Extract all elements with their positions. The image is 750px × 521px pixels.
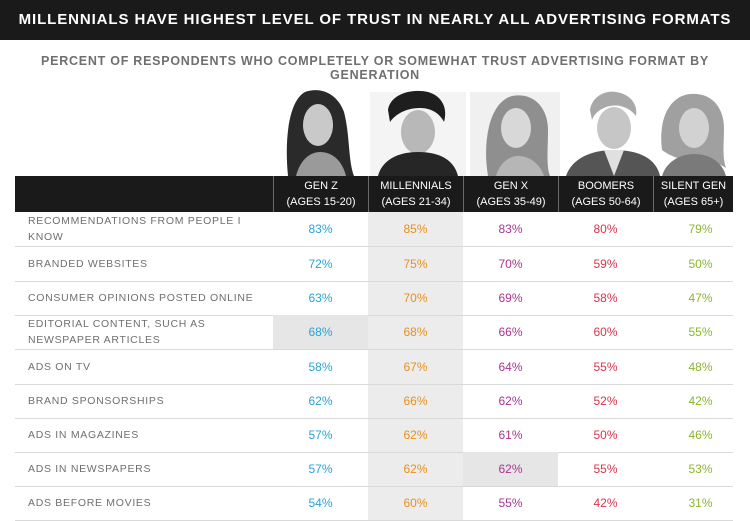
silent-gen-portrait xyxy=(661,93,726,176)
value-cell-gen-x: 69% xyxy=(498,291,523,305)
value-cell-boomers: 58% xyxy=(593,291,618,305)
column-age-range: (AGES 50-64) xyxy=(571,196,641,208)
value-cell-gen-z: 72% xyxy=(308,257,333,271)
gen-z-portrait xyxy=(286,90,354,176)
row-label: BRANDED WEBSITES xyxy=(28,258,148,270)
column-age-range: (AGES 15-20) xyxy=(286,196,356,208)
value-cell-gen-z: 63% xyxy=(308,291,333,305)
row-label: ADS IN NEWSPAPERS xyxy=(28,463,152,475)
table-row xyxy=(15,418,733,453)
value-cell-boomers: 42% xyxy=(593,496,618,510)
row-label: ADS BEFORE MOVIES xyxy=(28,497,152,509)
value-cell-silent-gen: 47% xyxy=(688,291,713,305)
gen-x-portrait xyxy=(470,92,560,176)
value-cell-silent-gen: 46% xyxy=(688,428,713,442)
value-cell-millennials: 62% xyxy=(403,462,428,476)
column-age-range: (AGES 65+) xyxy=(663,196,724,208)
table-header xyxy=(15,176,733,212)
value-cell-gen-x: 62% xyxy=(498,462,523,476)
column-name: GEN X xyxy=(493,180,529,192)
value-cell-boomers: 55% xyxy=(593,360,618,374)
value-cell-gen-z: 58% xyxy=(308,360,333,374)
row-label: EDITORIAL CONTENT, SUCH AS NEWSPAPER ART… xyxy=(28,318,206,346)
row-label: ADS IN MAGAZINES xyxy=(28,429,139,441)
value-cell-boomers: 60% xyxy=(593,325,618,339)
column-name: GEN Z xyxy=(304,180,338,192)
value-cell-silent-gen: 31% xyxy=(688,496,713,510)
value-cell-gen-z: 57% xyxy=(308,462,333,476)
row-label: CONSUMER OPINIONS POSTED ONLINE xyxy=(28,292,254,304)
value-cell-millennials: 66% xyxy=(403,394,428,408)
value-cell-gen-x: 70% xyxy=(498,257,523,271)
value-cell-millennials: 62% xyxy=(403,428,428,442)
row-label: RECOMMENDATIONS FROM PEOPLE I KNOW xyxy=(28,215,242,243)
millennials-column-band xyxy=(368,212,463,520)
table-row xyxy=(15,212,733,247)
value-cell-millennials: 67% xyxy=(403,360,428,374)
column-header-silent-gen: SILENT GEN (AGES 65+) xyxy=(653,176,733,212)
value-cell-gen-z: 62% xyxy=(308,394,333,408)
highlight-cell xyxy=(463,452,558,486)
value-cell-gen-z: 54% xyxy=(308,496,333,510)
title-bar xyxy=(0,0,750,40)
value-cell-gen-x: 61% xyxy=(498,428,523,442)
column-header-gen-z: GEN Z (AGES 15-20) xyxy=(273,176,368,212)
value-cell-silent-gen: 48% xyxy=(688,360,713,374)
value-cell-millennials: 68% xyxy=(403,325,428,339)
value-cell-boomers: 80% xyxy=(593,222,618,236)
column-header-gen-x: GEN X (AGES 35-49) xyxy=(463,176,558,212)
value-cell-gen-x: 62% xyxy=(498,394,523,408)
value-cell-millennials: 85% xyxy=(403,222,428,236)
value-cell-silent-gen: 55% xyxy=(688,325,713,339)
column-age-range: (AGES 35-49) xyxy=(476,196,546,208)
table-row xyxy=(15,350,733,385)
value-cell-millennials: 60% xyxy=(403,496,428,510)
table-row xyxy=(15,315,733,350)
column-name: MILLENNIALS xyxy=(380,180,452,192)
column-header-boomers: BOOMERS (AGES 50-64) xyxy=(558,176,653,212)
value-cell-silent-gen: 53% xyxy=(688,462,713,476)
boomers-portrait xyxy=(566,91,660,176)
value-cell-boomers: 52% xyxy=(593,394,618,408)
value-cell-gen-x: 83% xyxy=(498,222,523,236)
portrait-photos xyxy=(286,90,726,176)
value-cell-gen-x: 55% xyxy=(498,496,523,510)
row-label: BRAND SPONSORSHIPS xyxy=(28,395,165,407)
value-cell-millennials: 75% xyxy=(403,257,428,271)
chart-subtitle: PERCENT OF RESPONDENTS WHO COMPLETELY OR… xyxy=(41,54,709,82)
column-name: BOOMERS xyxy=(577,180,635,192)
column-header-millennials: MILLENNIALS (AGES 21-34) xyxy=(368,176,463,212)
highlight-cell xyxy=(273,315,368,349)
column-name: SILENT GEN xyxy=(660,180,727,192)
table-row xyxy=(15,452,733,487)
millennials-portrait xyxy=(370,90,466,176)
value-cell-silent-gen: 50% xyxy=(688,257,713,271)
value-cell-gen-z: 57% xyxy=(308,428,333,442)
value-cell-gen-x: 66% xyxy=(498,325,523,339)
value-cell-gen-z: 68% xyxy=(308,325,333,339)
row-label: ADS ON TV xyxy=(28,361,91,373)
value-cell-gen-x: 64% xyxy=(498,360,523,374)
value-cell-boomers: 55% xyxy=(593,462,618,476)
value-cell-gen-z: 83% xyxy=(308,222,333,236)
value-cell-boomers: 50% xyxy=(593,428,618,442)
table-row xyxy=(15,281,733,316)
table-row xyxy=(15,384,733,419)
value-cell-silent-gen: 79% xyxy=(688,222,713,236)
chart-title: MILLENNIALS HAVE HIGHEST LEVEL OF TRUST … xyxy=(18,11,732,28)
column-age-range: (AGES 21-34) xyxy=(381,196,451,208)
value-cell-silent-gen: 42% xyxy=(688,394,713,408)
value-cell-millennials: 70% xyxy=(403,291,428,305)
value-cell-boomers: 59% xyxy=(593,257,618,271)
table-row xyxy=(15,247,733,282)
